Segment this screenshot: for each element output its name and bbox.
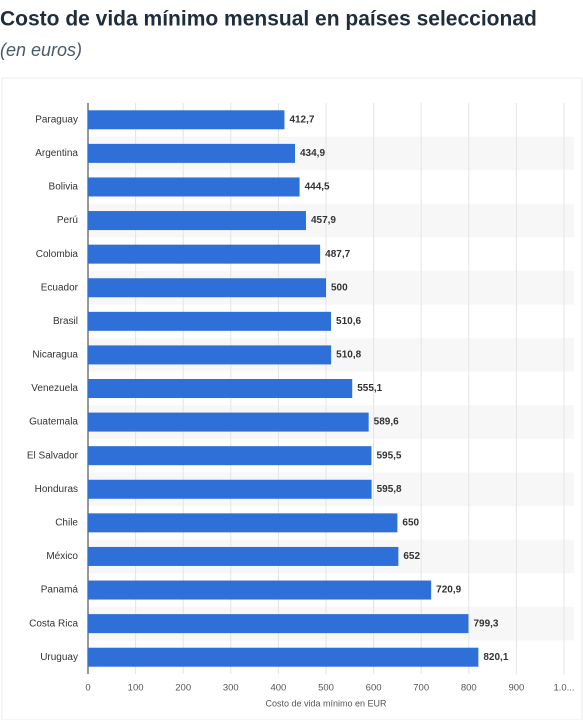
bar	[88, 211, 306, 231]
chart-subtitle: (en euros)	[0, 40, 82, 60]
y-tick-label: Ecuador	[41, 282, 79, 293]
bar	[88, 278, 326, 298]
x-tick-label: 1.0...	[553, 683, 574, 694]
data-label: 412,7	[289, 114, 314, 125]
bar	[88, 479, 372, 499]
data-label: 510,8	[336, 350, 361, 361]
bar	[88, 546, 399, 566]
y-tick-label: Perú	[57, 215, 78, 226]
y-tick-label: Argentina	[35, 148, 78, 159]
y-tick-label: Panamá	[41, 585, 79, 596]
x-tick-label: 900	[508, 683, 524, 694]
bar	[88, 345, 332, 365]
x-tick-label: 400	[270, 683, 286, 694]
bar	[88, 580, 432, 600]
y-tick-label: Colombia	[36, 249, 79, 260]
y-tick-label: México	[46, 551, 78, 562]
bar	[88, 110, 285, 130]
data-label: 799,3	[473, 618, 498, 629]
bar	[88, 513, 398, 533]
data-label: 510,6	[336, 316, 361, 327]
y-tick-label: Paraguay	[35, 114, 78, 125]
x-tick-label: 700	[413, 683, 429, 694]
bar	[88, 412, 369, 432]
bar	[88, 177, 300, 197]
bar	[88, 244, 321, 264]
data-label: 650	[402, 517, 419, 528]
y-tick-label: Costa Rica	[29, 618, 78, 629]
x-tick-label: 500	[318, 683, 334, 694]
y-tick-label: Chile	[55, 517, 78, 528]
data-label: 457,9	[311, 215, 336, 226]
bar	[88, 311, 332, 331]
chart-title: Costo de vida mínimo mensual en países s…	[0, 8, 537, 31]
x-tick-label: 200	[175, 683, 191, 694]
x-tick-label: 100	[128, 683, 144, 694]
y-tick-label: Venezuela	[31, 383, 78, 394]
data-label: 434,9	[300, 148, 325, 159]
y-tick-label: Guatemala	[29, 417, 78, 428]
data-label: 555,1	[357, 383, 382, 394]
bar	[88, 647, 479, 667]
data-label: 500	[331, 282, 348, 293]
x-tick-label: 300	[223, 683, 239, 694]
bar	[88, 614, 469, 634]
y-tick-label: Nicaragua	[32, 350, 78, 361]
data-label: 820,1	[483, 652, 508, 663]
y-tick-label: Brasil	[53, 316, 78, 327]
bar	[88, 446, 372, 466]
y-tick-label: Bolivia	[49, 182, 79, 193]
data-label: 595,5	[376, 450, 401, 461]
x-tick-label: 600	[366, 683, 382, 694]
data-label: 487,7	[325, 249, 350, 260]
y-tick-label: Uruguay	[40, 652, 78, 663]
bar	[88, 379, 353, 398]
y-tick-label: El Salvador	[27, 450, 79, 461]
data-label: 720,9	[436, 585, 461, 596]
y-tick-label: Honduras	[35, 484, 78, 495]
data-label: 652	[403, 551, 420, 562]
x-tick-label: 0	[85, 683, 90, 694]
x-axis-title: Costo de vida mínimo en EUR	[265, 698, 387, 708]
data-label: 444,5	[305, 182, 330, 193]
data-label: 595,8	[377, 484, 402, 495]
x-tick-label: 800	[461, 683, 477, 694]
bar	[88, 143, 296, 163]
data-label: 589,6	[374, 417, 399, 428]
